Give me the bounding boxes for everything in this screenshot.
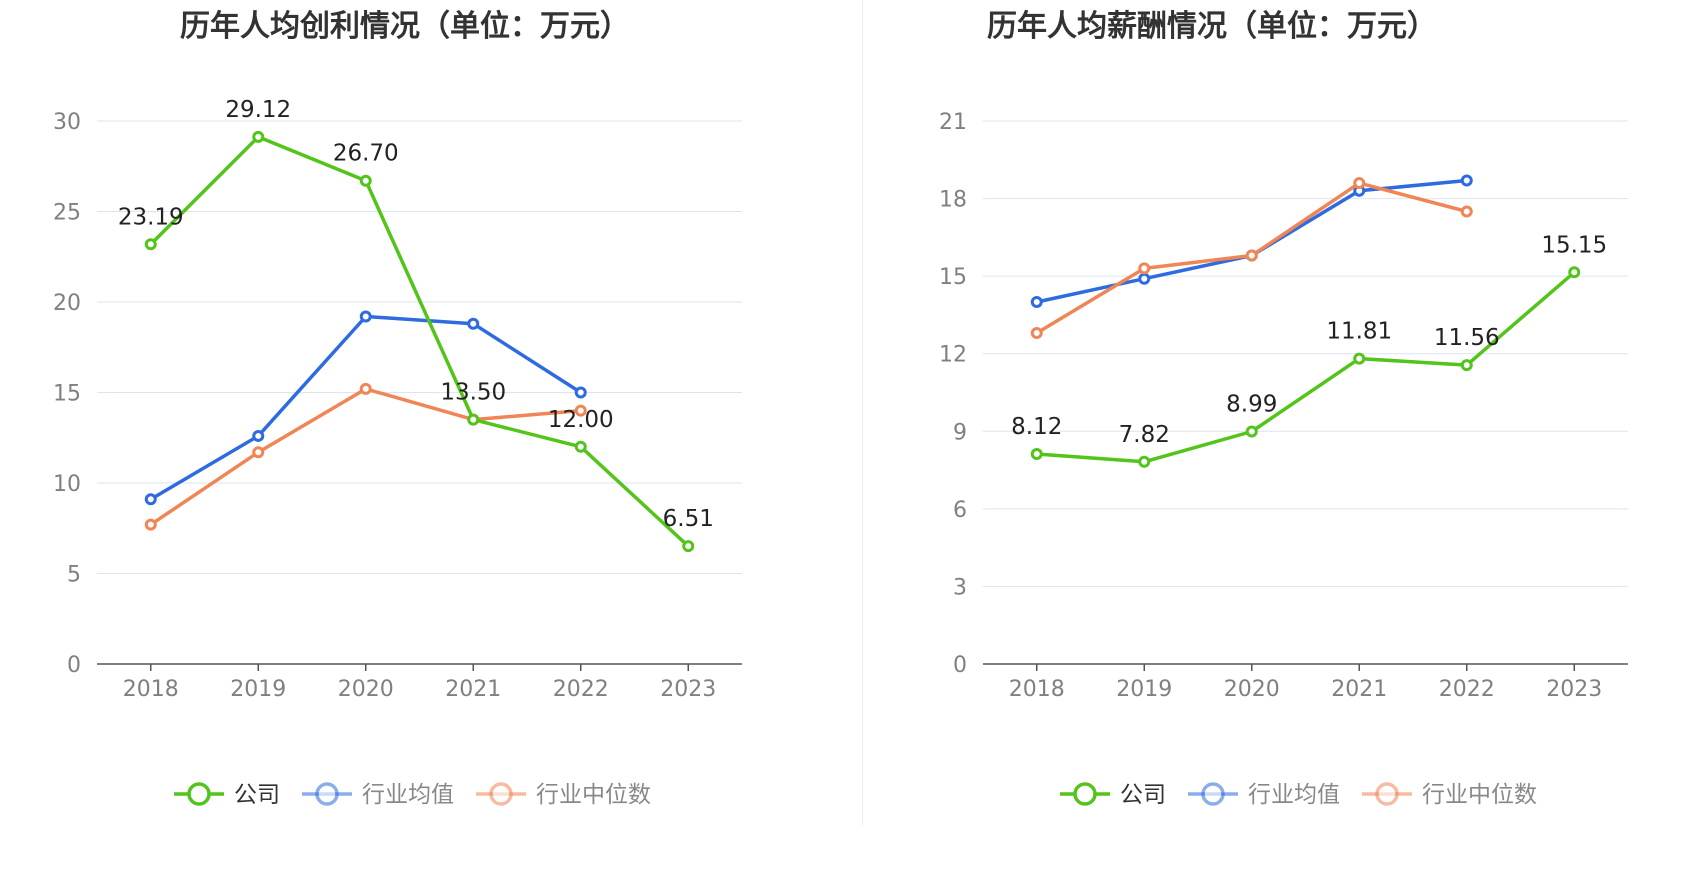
x-tick-label: 2021: [1331, 677, 1387, 702]
y-tick-label: 6: [953, 498, 967, 523]
x-tick-label: 2022: [1439, 677, 1495, 702]
data-label: 23.19: [118, 204, 184, 230]
legend-item-avg[interactable]: 行业均值: [1188, 782, 1340, 808]
y-tick-label: 15: [939, 265, 967, 290]
x-tick-label: 2021: [445, 677, 501, 702]
data-point-avg[interactable]: [144, 493, 157, 506]
data-point-avg[interactable]: [467, 317, 480, 330]
legend-label: 公司: [1120, 782, 1166, 808]
data-point-company[interactable]: [1460, 359, 1473, 372]
data-point-median[interactable]: [359, 382, 372, 395]
data-point-avg[interactable]: [574, 386, 587, 399]
x-tick-label: 2019: [1116, 677, 1172, 702]
y-tick-label: 5: [67, 563, 81, 588]
y-tick-label: 12: [939, 343, 967, 368]
data-label: 11.56: [1434, 325, 1500, 351]
data-point-company[interactable]: [1353, 352, 1366, 365]
series-line-median: [149, 387, 581, 527]
y-tick-label: 0: [953, 653, 967, 678]
salary-per-capita-chart: 历年人均薪酬情况（单位：万元） 0 3 6 9 12 15 18 21 2018 2019 2020…: [939, 9, 1628, 808]
data-label: 7.82: [1119, 422, 1170, 448]
data-point-median[interactable]: [1353, 177, 1366, 190]
chart-title-salary: 历年人均薪酬情况（单位：万元）: [987, 9, 1437, 44]
data-label: 29.12: [225, 97, 291, 123]
data-point-median[interactable]: [1245, 249, 1258, 262]
data-label: 13.50: [440, 380, 506, 406]
legend-circle-icon: [1375, 782, 1399, 806]
y-tick-label: 0: [67, 653, 81, 678]
chart-title-profit: 历年人均创利情况（单位：万元）: [180, 9, 630, 44]
series-line-avg: [149, 314, 582, 501]
legend-item-avg[interactable]: 行业均值: [302, 782, 454, 808]
data-point-company[interactable]: [682, 540, 695, 553]
x-tick-label: 2023: [660, 677, 716, 702]
legend-label: 行业均值: [362, 782, 454, 808]
legend-circle-icon: [187, 782, 211, 806]
series-line-company: [1036, 270, 1576, 464]
legend-circle-icon: [315, 782, 339, 806]
legend-item-median[interactable]: 行业中位数: [476, 782, 651, 808]
data-label: 8.12: [1011, 414, 1062, 440]
series-line-company: [149, 135, 690, 548]
x-tick-label: 2018: [1009, 677, 1065, 702]
y-tick-label: 20: [53, 291, 81, 316]
data-point-avg[interactable]: [1460, 174, 1473, 187]
data-point-company[interactable]: [1245, 425, 1258, 438]
data-point-company[interactable]: [467, 413, 480, 426]
panel-divider: [862, 0, 863, 825]
legend-label: 行业中位数: [1422, 782, 1537, 808]
data-point-median[interactable]: [1460, 205, 1473, 218]
y-tick-label: 21: [939, 110, 967, 135]
data-label: 11.81: [1326, 319, 1392, 345]
data-point-company[interactable]: [1568, 266, 1581, 279]
data-point-median[interactable]: [1030, 327, 1043, 340]
data-point-median[interactable]: [1138, 262, 1151, 275]
data-point-company[interactable]: [359, 174, 372, 187]
legend-item-median[interactable]: 行业中位数: [1362, 782, 1537, 808]
data-point-median[interactable]: [574, 404, 587, 417]
legend-item-company[interactable]: 公司: [174, 782, 280, 808]
x-tick-label: 2022: [553, 677, 609, 702]
legend-label: 行业均值: [1248, 782, 1340, 808]
data-label: 6.51: [663, 506, 714, 532]
legend-label: 行业中位数: [536, 782, 651, 808]
y-tick-label: 15: [53, 382, 81, 407]
y-tick-label: 30: [53, 110, 81, 135]
y-tick-label: 25: [53, 201, 81, 226]
data-point-median[interactable]: [252, 446, 265, 459]
legend-circle-icon: [489, 782, 513, 806]
legend-label: 公司: [234, 782, 280, 808]
y-tick-label: 9: [953, 420, 967, 445]
x-tick-label: 2023: [1546, 677, 1602, 702]
data-point-avg[interactable]: [1138, 272, 1151, 285]
legend-circle-icon: [1201, 782, 1225, 806]
data-label: 8.99: [1226, 392, 1277, 418]
profit-per-capita-chart: 历年人均创利情况（单位：万元） 0 5 10 15 20 25 30 2018 2019 2020…: [53, 9, 742, 808]
data-label: 26.70: [333, 141, 399, 167]
data-point-company[interactable]: [1030, 448, 1043, 461]
legend-item-company[interactable]: 公司: [1060, 782, 1166, 808]
data-point-company[interactable]: [252, 130, 265, 143]
legend-circle-icon: [1073, 782, 1097, 806]
data-point-avg[interactable]: [359, 310, 372, 323]
x-tick-label: 2018: [123, 677, 179, 702]
x-tick-label: 2019: [230, 677, 286, 702]
data-point-company[interactable]: [1138, 455, 1151, 468]
data-label: 15.15: [1541, 232, 1607, 258]
y-tick-label: 10: [53, 472, 81, 497]
y-tick-label: 3: [953, 575, 967, 600]
data-point-median[interactable]: [144, 518, 157, 531]
x-tick-label: 2020: [338, 677, 394, 702]
data-label: 12.00: [548, 407, 614, 433]
data-point-company[interactable]: [574, 440, 587, 453]
data-point-avg[interactable]: [252, 429, 265, 442]
x-tick-label: 2020: [1224, 677, 1280, 702]
data-point-company[interactable]: [144, 238, 157, 251]
y-tick-label: 18: [939, 188, 967, 213]
data-point-avg[interactable]: [1030, 296, 1043, 308]
